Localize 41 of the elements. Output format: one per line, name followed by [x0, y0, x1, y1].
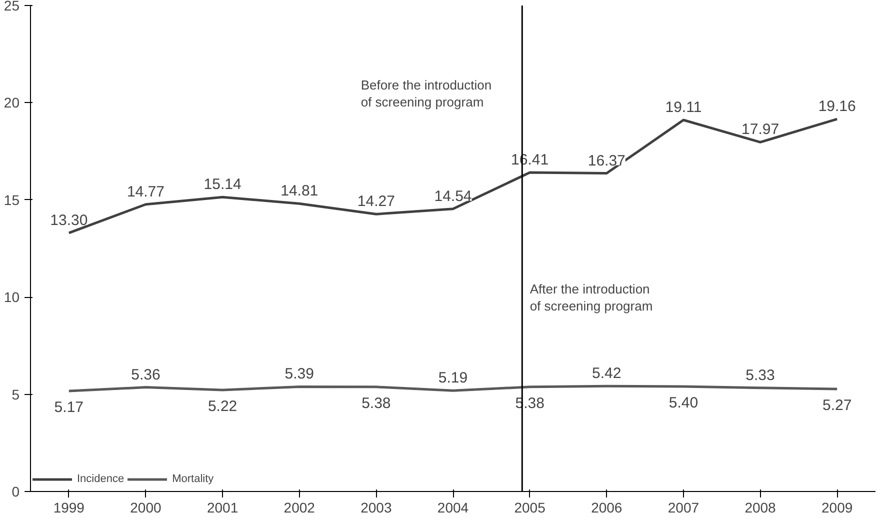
x-tick-label: 2001	[206, 500, 238, 516]
x-tick-label: 2002	[284, 500, 316, 516]
data-label: 19.16	[818, 98, 856, 116]
data-label: 17.97	[742, 121, 780, 138]
x-tick-label: 1999	[53, 500, 85, 516]
data-label: 16.37	[588, 152, 626, 170]
data-label: 5.39	[284, 366, 314, 383]
annotation: After the introduction of screening program	[530, 282, 653, 314]
y-tick-label: 0	[12, 484, 20, 500]
data-label: 5.42	[592, 365, 622, 382]
y-tick-label: 10	[4, 289, 20, 306]
x-tick-label: 2000	[130, 500, 162, 516]
x-tick-label: 2003	[360, 500, 392, 516]
legend-label: Incidence	[77, 473, 124, 485]
data-label: 15.14	[204, 176, 242, 194]
y-tick-label: 15	[4, 192, 20, 208]
data-label: 5.40	[668, 394, 698, 412]
x-tick-label: 2006	[591, 500, 622, 516]
data-label: 5.19	[438, 370, 468, 387]
y-tick-label: 5	[12, 386, 20, 402]
y-tick-label: 20	[4, 94, 20, 111]
data-label: 5.38	[362, 394, 391, 412]
x-tick-label: 2009	[822, 500, 853, 516]
annotation: Before the introduction of screening program	[360, 77, 492, 110]
x-tick-label: 2007	[668, 500, 700, 516]
data-label: 14.81	[280, 182, 318, 200]
data-label: 5.27	[822, 397, 852, 414]
data-label: 14.27	[357, 193, 395, 210]
data-label: 5.33	[746, 366, 775, 384]
x-tick-label: 2008	[744, 500, 776, 516]
data-label: 5.17	[54, 398, 84, 416]
y-tick-label: 25	[4, 0, 20, 14]
data-label: 19.11	[665, 99, 702, 116]
legend-label: Mortality	[172, 473, 214, 485]
data-label: 5.22	[208, 398, 238, 416]
data-label: 14.77	[126, 183, 165, 200]
data-label: 13.30	[50, 212, 88, 229]
x-tick-label: 2005	[514, 500, 546, 516]
x-tick-label: 2004	[437, 500, 469, 516]
data-label: 14.54	[434, 188, 472, 205]
data-label: 5.36	[131, 366, 160, 384]
